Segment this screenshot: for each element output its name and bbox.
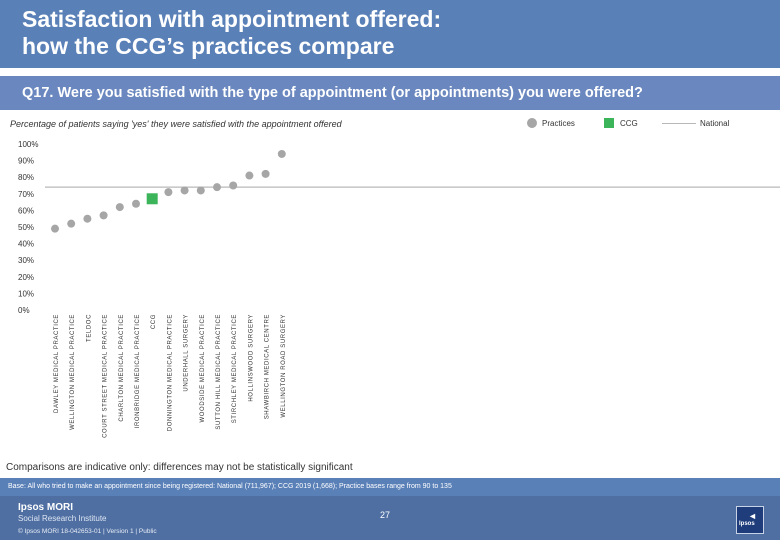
practice-marker bbox=[229, 181, 238, 190]
ipsos-logo-icon: ◄ Ipsos bbox=[736, 506, 764, 534]
practice-marker bbox=[245, 171, 254, 180]
page-title-line-2: how the CCG’s practices compare bbox=[22, 33, 395, 59]
y-tick-label: 20% bbox=[18, 273, 34, 282]
x-category-label: WELLINGTON ROAD SURGERY bbox=[281, 314, 287, 418]
footer: Ipsos MORI Social Research Institute © I… bbox=[0, 496, 780, 540]
y-tick-label: 30% bbox=[18, 256, 34, 265]
question-banner: Q17. Were you satisfied with the type of… bbox=[0, 76, 780, 110]
legend-practices-marker-icon bbox=[527, 118, 537, 128]
y-tick-label: 70% bbox=[18, 190, 34, 199]
x-category-label: SHAWBIRCH MEDICAL CENTRE bbox=[265, 314, 271, 419]
copyright-text: © Ipsos MORI 18-042653-01 | Version 1 | … bbox=[18, 528, 157, 535]
comparisons-note: Comparisons are indicative only: differe… bbox=[6, 462, 353, 473]
practice-marker bbox=[67, 219, 76, 228]
ccg-marker bbox=[146, 193, 158, 205]
x-category-label: TELDOC bbox=[86, 314, 92, 342]
page-number: 27 bbox=[380, 510, 391, 520]
x-category-label: UNDERHALL SURGERY bbox=[184, 314, 190, 392]
base-text: Base: All who tried to make an appointme… bbox=[8, 483, 452, 490]
y-tick-label: 100% bbox=[18, 140, 38, 149]
y-tick-label: 40% bbox=[18, 240, 34, 249]
question-text: Q17. Were you satisfied with the type of… bbox=[22, 85, 643, 101]
chart-subtitle: Percentage of patients saying 'yes' they… bbox=[10, 119, 342, 129]
practice-marker bbox=[115, 203, 124, 212]
header-banner: Satisfaction with appointment offered: h… bbox=[0, 0, 780, 68]
base-bar: Base: All who tried to make an appointme… bbox=[0, 478, 780, 496]
practice-marker bbox=[164, 188, 173, 197]
ipsos-mori-logo: Ipsos MORI bbox=[18, 502, 74, 513]
practice-marker bbox=[196, 186, 205, 195]
practice-marker bbox=[261, 169, 270, 178]
x-category-label: DAWLEY MEDICAL PRACTICE bbox=[54, 314, 60, 413]
ipsos-arrow-icon: ◄ bbox=[748, 511, 757, 521]
legend-national-label: National bbox=[700, 119, 730, 128]
x-category-label: DONNINGTON MEDICAL PRACTICE bbox=[167, 314, 173, 431]
y-tick-label: 50% bbox=[18, 223, 34, 232]
x-category-label: WELLINGTON MEDICAL PRACTICE bbox=[70, 314, 76, 430]
chart-area: 0% 10% 20% 30% 40% 50% 60% 70% 80% 90% 100% DAWLEY … bbox=[18, 140, 780, 438]
practice-marker bbox=[51, 224, 59, 233]
practice-marker bbox=[83, 214, 92, 223]
x-category-label: CCG bbox=[151, 314, 157, 329]
practice-marker bbox=[132, 199, 140, 208]
practice-marker bbox=[277, 149, 286, 158]
practice-marker bbox=[213, 183, 221, 192]
y-tick-label: 10% bbox=[18, 289, 34, 298]
legend-ccg-label: CCG bbox=[620, 119, 638, 128]
y-tick-label: 60% bbox=[18, 206, 34, 215]
y-tick-label: 90% bbox=[18, 157, 34, 166]
y-tick-label: 0% bbox=[18, 306, 30, 315]
x-category-label: HOLLINSWOOD SURGERY bbox=[248, 314, 254, 402]
y-tick-label: 80% bbox=[18, 173, 34, 182]
x-category-label: SUTTON HILL MEDICAL PRACTICE bbox=[216, 314, 222, 430]
page-title: Satisfaction with appointment offered: h… bbox=[22, 6, 441, 60]
practice-marker bbox=[99, 211, 108, 220]
social-research-institute-label: Social Research Institute bbox=[18, 514, 107, 523]
legend-practices-label: Practices bbox=[542, 119, 575, 128]
legend-national-line-icon bbox=[662, 123, 696, 124]
x-category-label: COURT STREET MEDICAL PRACTICE bbox=[103, 314, 109, 438]
page-title-line-1: Satisfaction with appointment offered: bbox=[22, 6, 442, 32]
legend-ccg-marker-icon bbox=[604, 118, 614, 128]
x-category-label: WOODSIDE MEDICAL PRACTICE bbox=[200, 314, 206, 422]
x-category-label: STIRCHLEY MEDICAL PRACTICE bbox=[232, 314, 238, 423]
x-category-label: IRONBRIDGE MEDICAL PRACTICE bbox=[135, 314, 141, 428]
ipsos-logo-word: Ipsos bbox=[739, 521, 755, 527]
x-category-label: CHARLTON MEDICAL PRACTICE bbox=[119, 314, 125, 422]
practice-marker bbox=[180, 186, 189, 195]
